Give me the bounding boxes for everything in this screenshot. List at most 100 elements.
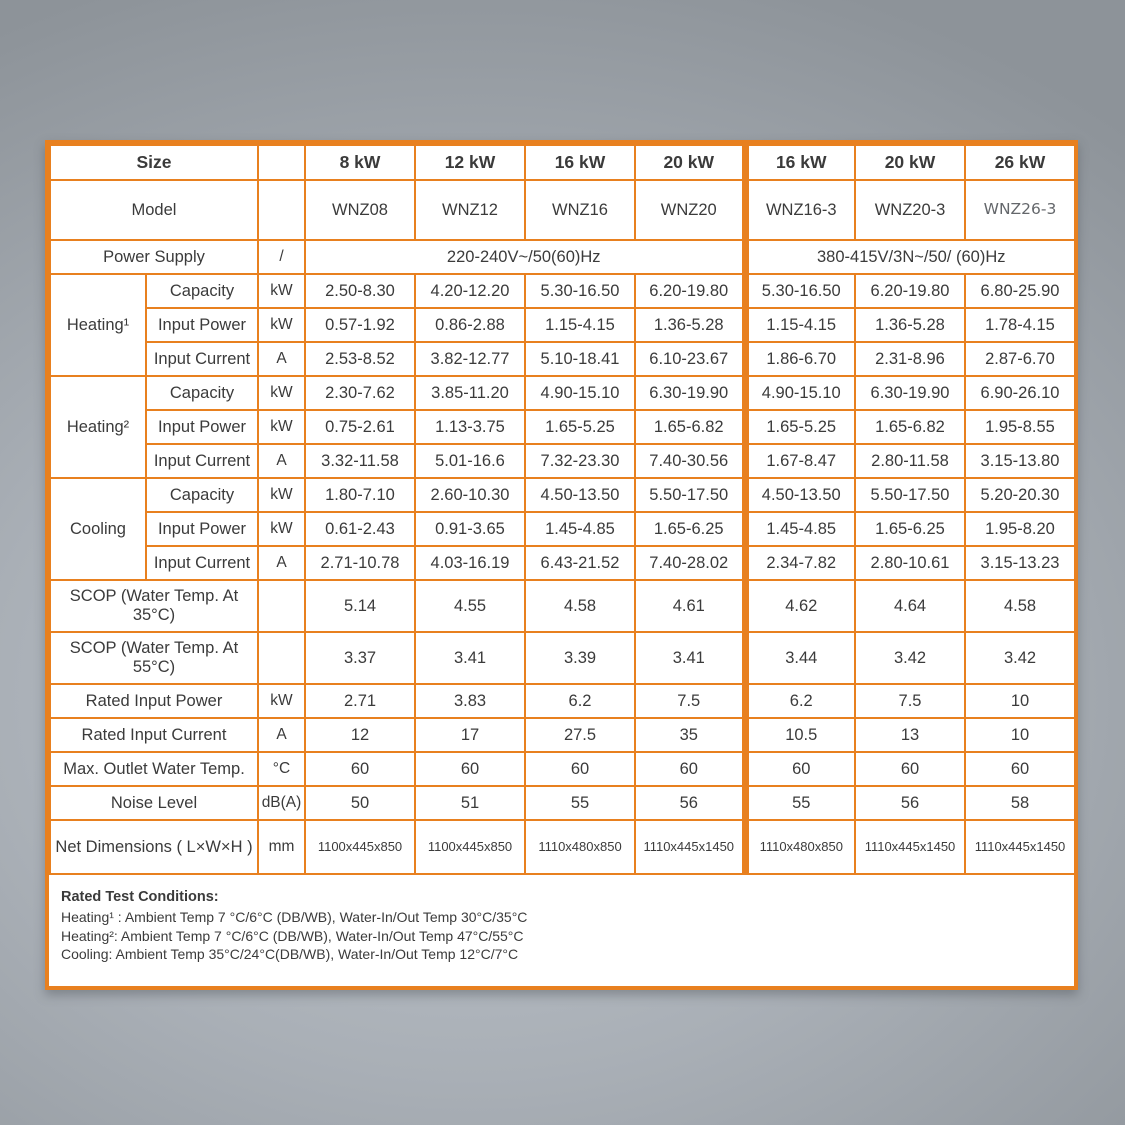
rated-test-conditions: Rated Test Conditions: Heating¹ : Ambien… (49, 875, 1074, 964)
table-row: Cooling Capacity kW 1.80-7.10 2.60-10.30… (49, 477, 1076, 581)
value-cell: 5.50-17.50 (634, 477, 746, 513)
value-cell: 3.15-13.23 (964, 545, 1076, 581)
power-supply-row: Power Supply / 220-240V~/50(60)Hz 380-41… (49, 239, 1076, 275)
value-cell: 1.65-5.25 (524, 409, 636, 445)
unit-cell: / (257, 239, 306, 275)
value-cell: 4.55 (414, 579, 526, 633)
value-cell: 5.50-17.50 (854, 477, 966, 513)
value-cell: 2.80-11.58 (854, 443, 966, 479)
footnote-line-heating2: Heating²: Ambient Temp 7 °C/6°C (DB/WB),… (61, 927, 524, 944)
value-cell: 1.67-8.47 (741, 443, 856, 479)
row-label: Input Power (145, 307, 259, 343)
table-row: Noise Level dB(A) 50 51 55 56 55 56 58 (49, 785, 1076, 821)
value-cell: 1.36-5.28 (634, 307, 746, 343)
value-cell: 55 (524, 785, 636, 821)
value-cell: 1110x480x850 (741, 819, 856, 875)
value-cell: 5.20-20.30 (964, 477, 1076, 513)
value-cell: 3.42 (964, 631, 1076, 685)
value-cell: 7.5 (854, 683, 966, 719)
value-cell: 2.80-10.61 (854, 545, 966, 581)
value-cell: 7.40-28.02 (634, 545, 746, 581)
value-cell: 60 (524, 751, 636, 787)
value-cell: 50 (304, 785, 416, 821)
table-row: SCOP (Water Temp. At 35°C) 5.14 4.55 4.5… (49, 579, 1076, 633)
value-cell: 3.32-11.58 (304, 443, 416, 479)
unit-cell (257, 579, 306, 633)
row-label: Input Current (145, 545, 259, 581)
table-row: Rated Input Current A 12 17 27.5 35 10.5… (49, 717, 1076, 753)
value-cell: 5.30-16.50 (741, 273, 856, 309)
group-label: Heating¹ (49, 273, 147, 377)
value-cell: 4.50-13.50 (741, 477, 856, 513)
value-cell: 2.50-8.30 (304, 273, 416, 309)
model-cell: WNZ26-3 (964, 179, 1076, 241)
unit-cell: mm (257, 819, 306, 875)
value-cell: 1110x445x1450 (634, 819, 746, 875)
row-label: SCOP (Water Temp. At 35°C) (49, 579, 259, 633)
value-cell: 2.71 (304, 683, 416, 719)
value-cell: 60 (964, 751, 1076, 787)
row-label: Input Power (145, 511, 259, 547)
value-cell: 3.39 (524, 631, 636, 685)
size-header-cell: 12 kW (414, 144, 526, 181)
value-cell: 1110x445x1450 (854, 819, 966, 875)
value-cell: 1.86-6.70 (741, 341, 856, 377)
value-cell: 3.42 (854, 631, 966, 685)
table-row: SCOP (Water Temp. At 55°C) 3.37 3.41 3.3… (49, 631, 1076, 685)
spec-table: Size 8 kW 12 kW 16 kW 20 kW 16 kW 20 kW … (49, 144, 1076, 875)
value-cell: 35 (634, 717, 746, 753)
row-label: Rated Input Current (49, 717, 259, 753)
table-row: Heating¹ Capacity kW 2.50-8.30 4.20-12.2… (49, 273, 1076, 377)
unit-cell: kW (257, 273, 306, 309)
value-cell: 60 (304, 751, 416, 787)
unit-cell: kW (257, 307, 306, 343)
unit-cell: A (257, 545, 306, 581)
value-cell: 27.5 (524, 717, 636, 753)
value-cell: 3.41 (414, 631, 526, 685)
value-cell: 12 (304, 717, 416, 753)
size-header-cell: 20 kW (854, 144, 966, 181)
unit-cell: kW (257, 477, 306, 513)
model-cell: WNZ16 (524, 179, 636, 241)
model-cell: WNZ20 (634, 179, 746, 241)
value-cell: 6.2 (524, 683, 636, 719)
value-cell: 7.5 (634, 683, 746, 719)
table-row: Input Current A 2.53-8.52 3.82-12.77 5.1… (50, 341, 1076, 377)
model-row-label: Model (49, 179, 259, 241)
value-cell: 1.15-4.15 (741, 307, 856, 343)
value-cell: 2.53-8.52 (304, 341, 416, 377)
value-cell: 5.14 (304, 579, 416, 633)
unit-cell (257, 144, 306, 181)
spec-sheet-panel: Size 8 kW 12 kW 16 kW 20 kW 16 kW 20 kW … (45, 140, 1078, 990)
value-cell: 4.62 (741, 579, 856, 633)
value-cell: 220-240V~/50(60)Hz (304, 239, 746, 275)
size-header-cell: 26 kW (964, 144, 1076, 181)
table-row: Heating² Capacity kW 2.30-7.62 3.85-11.2… (49, 375, 1076, 479)
row-label: Input Current (145, 443, 259, 479)
row-label: Capacity (145, 273, 259, 309)
value-cell: 1.78-4.15 (964, 307, 1076, 343)
row-label: SCOP (Water Temp. At 55°C) (49, 631, 259, 685)
table-row: Input Power kW 0.57-1.92 0.86-2.88 1.15-… (50, 307, 1076, 343)
footnote-line-cooling: Cooling: Ambient Temp 35°C/24°C(DB/WB), … (61, 946, 519, 962)
row-label: Power Supply (49, 239, 259, 275)
value-cell: 3.37 (304, 631, 416, 685)
value-cell: 1.65-6.82 (634, 409, 746, 445)
value-cell: 6.43-21.52 (524, 545, 636, 581)
value-cell: 13 (854, 717, 966, 753)
value-cell: 0.57-1.92 (304, 307, 416, 343)
table-row: Input Power kW 0.61-2.43 0.91-3.65 1.45-… (50, 511, 1076, 547)
value-cell: 56 (634, 785, 746, 821)
size-header-cell: 8 kW (304, 144, 416, 181)
row-label: Input Power (145, 409, 259, 445)
group-label: Heating² (49, 375, 147, 479)
value-cell: 380-415V/3N~/50/ (60)Hz (741, 239, 1076, 275)
unit-cell: °C (257, 751, 306, 787)
value-cell: 1.13-3.75 (414, 409, 526, 445)
value-cell: 2.34-7.82 (741, 545, 856, 581)
table-row: Net Dimensions ( L×W×H ) mm 1100x445x850… (49, 819, 1076, 875)
value-cell: 3.82-12.77 (414, 341, 526, 377)
value-cell: 6.90-26.10 (964, 375, 1076, 411)
value-cell: 4.58 (964, 579, 1076, 633)
